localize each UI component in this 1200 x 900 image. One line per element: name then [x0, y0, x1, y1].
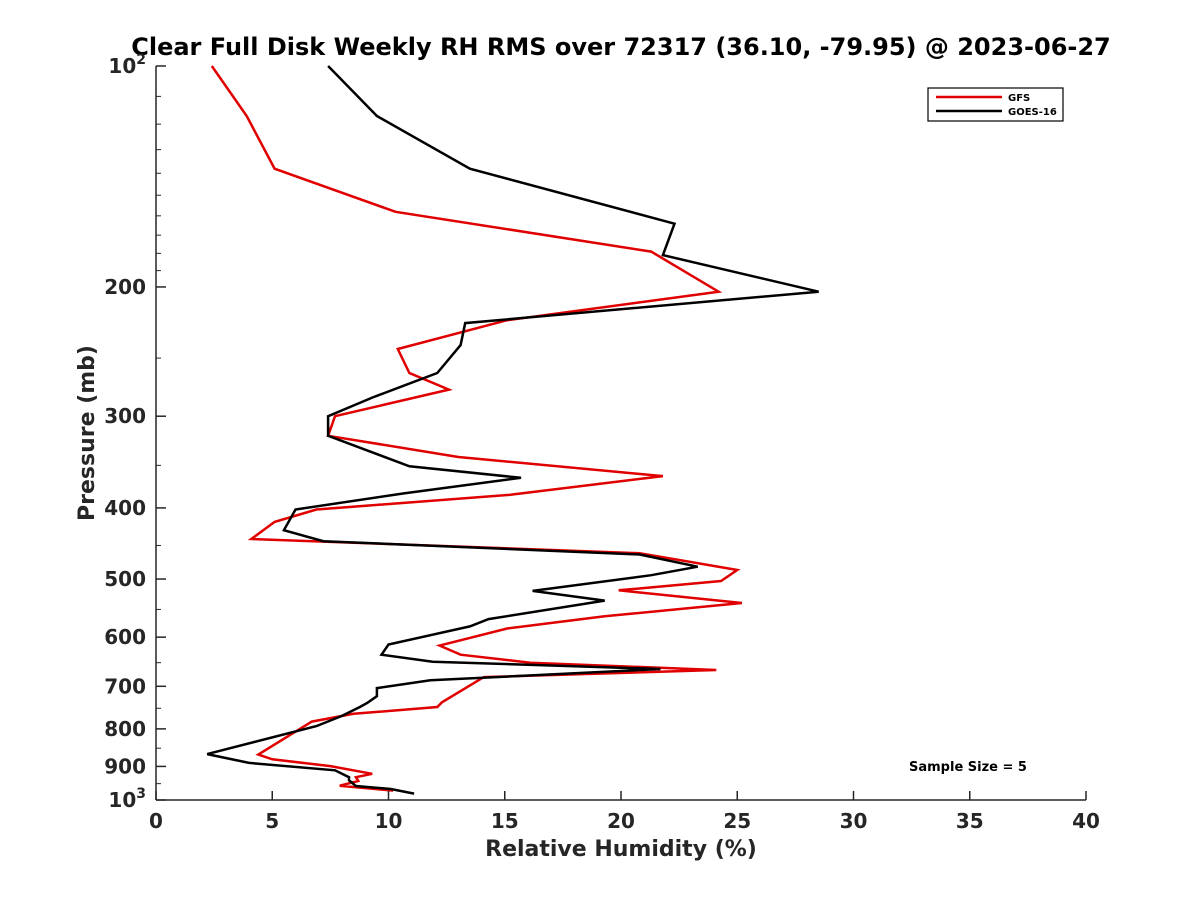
x-tick-label: 30: [840, 809, 868, 833]
x-axis-label: Relative Humidity (%): [485, 837, 757, 862]
y-tick-label: 800: [104, 717, 146, 741]
x-tick-label: 15: [491, 809, 519, 833]
series-line-gfs: [210, 65, 743, 792]
sample-size-annotation: Sample Size = 5: [909, 760, 1027, 775]
legend-box: [927, 87, 1064, 122]
series-line-goes16: [206, 65, 819, 795]
legend-label-gfs: GFS: [1008, 93, 1030, 104]
y-tick-label: 200: [104, 275, 146, 299]
legend: GFS GOES-16: [927, 87, 1064, 122]
x-tick-label: 35: [956, 809, 984, 833]
x-tick-label: 25: [723, 809, 751, 833]
series-layer: [206, 65, 819, 795]
y-tick-label: 102: [108, 52, 146, 78]
y-tick-label: 600: [104, 625, 146, 649]
y-tick-label: 500: [104, 567, 146, 591]
x-tick-label: 10: [375, 809, 403, 833]
legend-label-goes16: GOES-16: [1008, 107, 1057, 118]
y-tick-label: 400: [104, 496, 146, 520]
chart-title: Clear Full Disk Weekly RH RMS over 72317…: [131, 33, 1111, 61]
x-tick-label: 20: [607, 809, 635, 833]
x-tick-label: 5: [265, 809, 279, 833]
x-tick-label: 40: [1072, 809, 1100, 833]
y-axis-label: Pressure (mb): [75, 345, 100, 521]
x-ticks: 0 5 10 15 20 25 30 35 40: [149, 791, 1100, 833]
y-ticks: 102 200 300 400 500 600 700 800 900 103: [104, 52, 166, 812]
y-tick-label: 300: [104, 404, 146, 428]
x-tick-label: 0: [149, 809, 163, 833]
y-tick-label: 103: [108, 786, 146, 812]
y-tick-label: 700: [104, 674, 146, 698]
y-tick-label: 900: [104, 754, 146, 778]
